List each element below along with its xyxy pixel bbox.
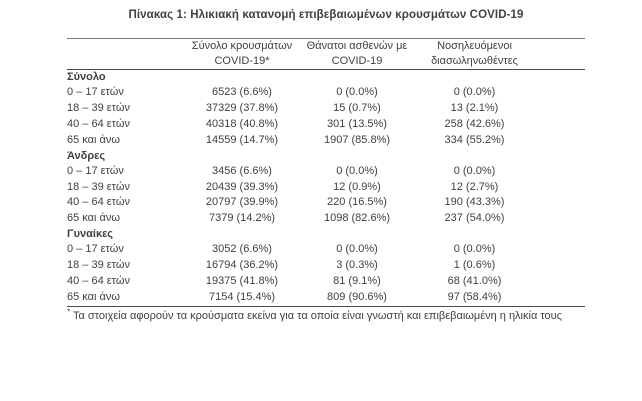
cases-cell: 16794 (36.2%): [205, 259, 279, 272]
deaths-cell: 81 (9.1%): [333, 275, 381, 288]
spacer-cell: [537, 290, 585, 306]
intubated-cell: 258 (42.6%): [444, 117, 505, 130]
age-label: 40 – 64 ετών: [67, 275, 130, 288]
spacer-cell: [537, 242, 585, 258]
table-wrapper: Σύνολο κρουσμάτων COVID-19* Θάνατοι ασθε…: [67, 38, 585, 323]
spacer-cell: [537, 211, 585, 227]
age-label: 65 και άνω: [67, 290, 120, 303]
table-row: 0 – 17 ετών 3052 (6.6%) 0 (0.0%) 0 (0.0%…: [67, 242, 585, 258]
column-header-cases-line1: Σύνολο κρουσμάτων: [191, 40, 293, 52]
section-name: Σύνολο: [67, 71, 106, 83]
cases-cell: 19375 (41.8%): [205, 275, 279, 288]
age-label: 0 – 17 ετών: [67, 86, 124, 98]
spacer-cell: [537, 195, 585, 211]
column-header-intubated-line2: διασωληνωθέντες: [431, 55, 518, 67]
column-header-cases-line2: COVID-19*: [214, 55, 270, 67]
covid-age-table: Σύνολο κρουσμάτων COVID-19* Θάνατοι ασθε…: [67, 38, 585, 307]
intubated-cell: 13 (2.1%): [450, 101, 499, 114]
table-row: 40 – 64 ετών 40318 (40.8%) 301 (13.5%) 2…: [67, 117, 585, 133]
intubated-cell: 237 (54.0%): [444, 212, 505, 225]
table-row: 65 και άνω 7379 (14.2%) 1098 (82.6%) 237…: [67, 211, 585, 227]
column-header-deaths-line1: Θάνατοι ασθενών με: [306, 40, 408, 52]
header-spacer-cell: [537, 38, 585, 70]
spacer-cell: [537, 258, 585, 274]
column-header-deaths: Θάνατοι ασθενών με COVID-19: [302, 38, 412, 70]
column-header-cases: Σύνολο κρουσμάτων COVID-19*: [182, 38, 302, 70]
age-label: 65 και άνω: [67, 133, 120, 146]
table-row: 18 – 39 ετών 16794 (36.2%) 3 (0.3%) 1 (0…: [67, 258, 585, 274]
age-label: 40 – 64 ετών: [67, 196, 130, 209]
table-row: 40 – 64 ετών 20797 (39.9%) 220 (16.5%) 1…: [67, 195, 585, 211]
column-header-deaths-line2: COVID-19: [331, 55, 383, 67]
section-header-women: Γυναίκες: [67, 227, 585, 242]
column-header-intubated-line1: Νοσηλευόμενοι: [437, 40, 512, 52]
intubated-cell: 1 (0.6%): [453, 259, 496, 272]
section-header-men: Άνδρες: [67, 149, 585, 164]
table-row: 40 – 64 ετών 19375 (41.8%) 81 (9.1%) 68 …: [67, 274, 585, 290]
cases-cell: 6523 (6.6%): [212, 86, 272, 98]
spacer-cell: [537, 85, 585, 101]
spacer-cell: [537, 274, 585, 290]
table-row: 0 – 17 ετών 6523 (6.6%) 0 (0.0%) 0 (0.0%…: [67, 85, 585, 101]
intubated-cell: 334 (55.2%): [444, 133, 505, 146]
intubated-cell: 0 (0.0%): [453, 164, 496, 177]
cases-cell: 14559 (14.7%): [205, 133, 279, 146]
header-empty-cell: [67, 38, 182, 70]
cases-cell: 20439 (39.3%): [205, 180, 279, 193]
footnote-asterisk: *: [67, 307, 71, 317]
deaths-cell: 301 (13.5%): [327, 117, 387, 130]
cases-cell: 7154 (15.4%): [208, 290, 276, 303]
deaths-cell: 12 (0.9%): [333, 180, 381, 193]
table-title: Πίνακας 1: Ηλικιακή κατανομή επιβεβαιωμέ…: [128, 9, 524, 21]
column-header-intubated: Νοσηλευόμενοι διασωληνωθέντες: [412, 38, 537, 70]
cases-cell: 3456 (6.6%): [212, 164, 272, 177]
section-header-total: Σύνολο: [67, 70, 585, 86]
table-row: 18 – 39 ετών 20439 (39.3%) 12 (0.9%) 12 …: [67, 180, 585, 196]
age-label: 18 – 39 ετών: [67, 180, 130, 193]
deaths-cell: 0 (0.0%): [336, 86, 378, 98]
deaths-cell: 809 (90.6%): [327, 290, 387, 303]
age-label: 0 – 17 ετών: [67, 243, 124, 256]
age-label: 40 – 64 ετών: [67, 117, 130, 130]
intubated-cell: 0 (0.0%): [453, 243, 496, 256]
age-label: 0 – 17 ετών: [67, 164, 124, 177]
age-label: 18 – 39 ετών: [67, 101, 130, 114]
intubated-cell: 190 (43.3%): [444, 196, 505, 209]
deaths-cell: 1907 (85.8%): [323, 133, 391, 146]
cases-cell: 37329 (37.8%): [205, 101, 279, 114]
intubated-cell: 12 (2.7%): [450, 180, 499, 193]
section-name: Γυναίκες: [67, 228, 114, 241]
spacer-cell: [537, 180, 585, 196]
spacer-cell: [537, 133, 585, 149]
spacer-cell: [537, 117, 585, 133]
deaths-cell: 1098 (82.6%): [323, 212, 391, 225]
footnote: * Τα στοιχεία αφορούν τα κρούσματα εκείν…: [67, 307, 585, 323]
deaths-cell: 0 (0.0%): [336, 243, 378, 256]
footnote-text: Τα στοιχεία αφορούν τα κρούσματα εκείνα …: [72, 309, 562, 322]
spacer-cell: [537, 164, 585, 180]
table-row: 18 – 39 ετών 37329 (37.8%) 15 (0.7%) 13 …: [67, 101, 585, 117]
deaths-cell: 3 (0.3%): [336, 259, 378, 272]
table-row: 65 και άνω 14559 (14.7%) 1907 (85.8%) 33…: [67, 133, 585, 149]
age-label: 65 και άνω: [67, 212, 120, 225]
cases-cell: 7379 (14.2%): [208, 212, 276, 225]
cases-cell: 40318 (40.8%): [205, 117, 279, 130]
table-row: 0 – 17 ετών 3456 (6.6%) 0 (0.0%) 0 (0.0%…: [67, 164, 585, 180]
deaths-cell: 0 (0.0%): [336, 164, 378, 177]
deaths-cell: 220 (16.5%): [327, 196, 387, 209]
deaths-cell: 15 (0.7%): [333, 101, 381, 114]
spacer-cell: [537, 101, 585, 117]
table-row: 65 και άνω 7154 (15.4%) 809 (90.6%) 97 (…: [67, 290, 585, 306]
intubated-cell: 68 (41.0%): [447, 275, 502, 288]
section-name: Άνδρες: [67, 149, 106, 162]
cases-cell: 3052 (6.6%): [212, 243, 272, 256]
intubated-cell: 97 (58.4%): [447, 290, 502, 303]
cases-cell: 20797 (39.9%): [205, 196, 279, 209]
age-label: 18 – 39 ετών: [67, 259, 130, 272]
header-row: Σύνολο κρουσμάτων COVID-19* Θάνατοι ασθε…: [67, 38, 585, 70]
intubated-cell: 0 (0.0%): [453, 86, 496, 98]
